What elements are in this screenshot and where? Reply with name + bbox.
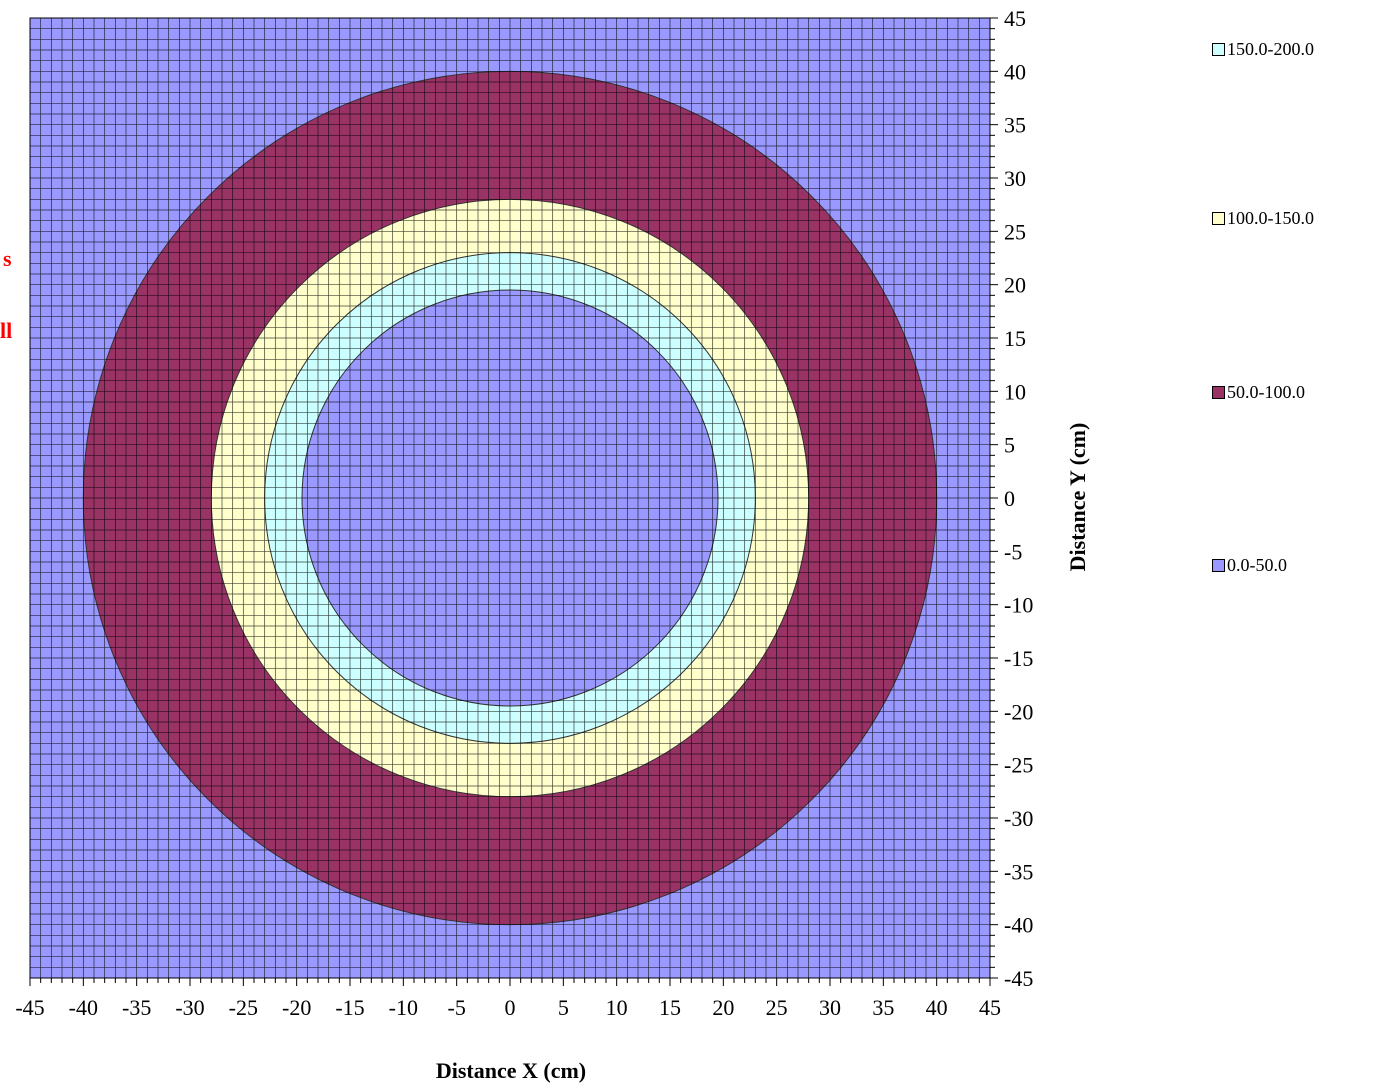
legend-label-0-50: 0.0-50.0 [1227,555,1287,575]
x-tick-label: 45 [979,995,1001,1020]
mesh-grid [30,18,990,978]
y-tick-label: -40 [1004,913,1033,938]
y-tick-label: -30 [1004,806,1033,831]
x-tick-label: -40 [69,995,98,1020]
legend-item-150-200: 150.0-200.0 [1212,39,1314,60]
y-tick-label: 0 [1004,486,1015,511]
y-axis-title: Distance Y (cm) [1065,423,1090,572]
legend-label-100-150: 100.0-150.0 [1227,208,1314,228]
clipped-text-1: s [3,246,12,271]
x-tick-label: -25 [229,995,258,1020]
x-tick-label: 35 [872,995,894,1020]
x-tick-label: -20 [282,995,311,1020]
legend-item-50-100: 50.0-100.0 [1212,382,1305,403]
legend-swatch-150-200 [1212,43,1225,56]
x-tick-label: -35 [122,995,151,1020]
x-tick-label: -45 [15,995,44,1020]
y-tick-label: 20 [1004,273,1026,298]
y-tick-label: 40 [1004,59,1026,84]
x-tick-label: -15 [335,995,364,1020]
y-tick-label: 10 [1004,379,1026,404]
x-tick-label: -10 [389,995,418,1020]
plot-area [29,17,991,979]
x-tick-label: -30 [175,995,204,1020]
y-tick-label: 45 [1004,6,1026,31]
y-tick-label: -5 [1004,539,1022,564]
x-tick-label: 40 [926,995,948,1020]
x-tick-label: 5 [558,995,569,1020]
x-tick-label: 15 [659,995,681,1020]
legend-swatch-50-100 [1212,386,1225,399]
legend: 150.0-200.0 100.0-150.0 50.0-100.0 0.0-5… [1212,0,1372,620]
y-tick-label: 5 [1004,433,1015,458]
x-tick-label: 25 [766,995,788,1020]
y-axis: 45 40 35 30 25 20 15 10 5 0 -5 -10 -15 -20 -25 -30 -35 -4… [989,6,1033,991]
x-tick-label: 30 [819,995,841,1020]
clipped-text-2: ll [0,318,13,343]
legend-label-150-200: 150.0-200.0 [1227,39,1314,59]
x-axis: -45 -40 -35 -30 -25 -20 -15 -10 -5 0 5 10 15 20 25 30 35… [15,977,1001,1020]
y-tick-label: -25 [1004,753,1033,778]
legend-label-50-100: 50.0-100.0 [1227,382,1305,402]
y-tick-label: -35 [1004,859,1033,884]
x-tick-label: 20 [712,995,734,1020]
legend-item-100-150: 100.0-150.0 [1212,208,1314,229]
x-tick-label: 10 [606,995,628,1020]
legend-swatch-100-150 [1212,212,1225,225]
y-tick-label: 35 [1004,113,1026,138]
x-tick-label: -5 [448,995,466,1020]
y-tick-label: 15 [1004,326,1026,351]
y-tick-label: 25 [1004,219,1026,244]
y-tick-label: -10 [1004,593,1033,618]
y-tick-label: -20 [1004,699,1033,724]
y-tick-label: -15 [1004,646,1033,671]
x-axis-title: Distance X (cm) [436,1058,586,1083]
legend-item-0-50: 0.0-50.0 [1212,555,1287,576]
y-tick-label: -45 [1004,966,1033,991]
y-tick-label: 30 [1004,166,1026,191]
x-tick-label: 0 [505,995,516,1020]
legend-swatch-0-50 [1212,559,1225,572]
